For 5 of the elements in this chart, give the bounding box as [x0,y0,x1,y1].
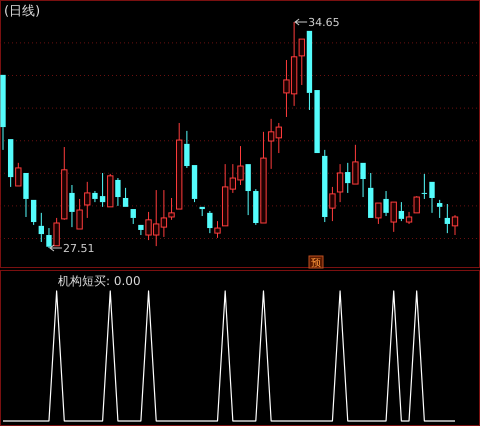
chart-title: 机构短买: 0.00 [58,274,141,288]
annotation: 27.51 [62,242,94,255]
annotation: 34.65 [308,16,340,29]
text: 预 [311,258,321,269]
chart-title: (日线) [4,4,40,19]
